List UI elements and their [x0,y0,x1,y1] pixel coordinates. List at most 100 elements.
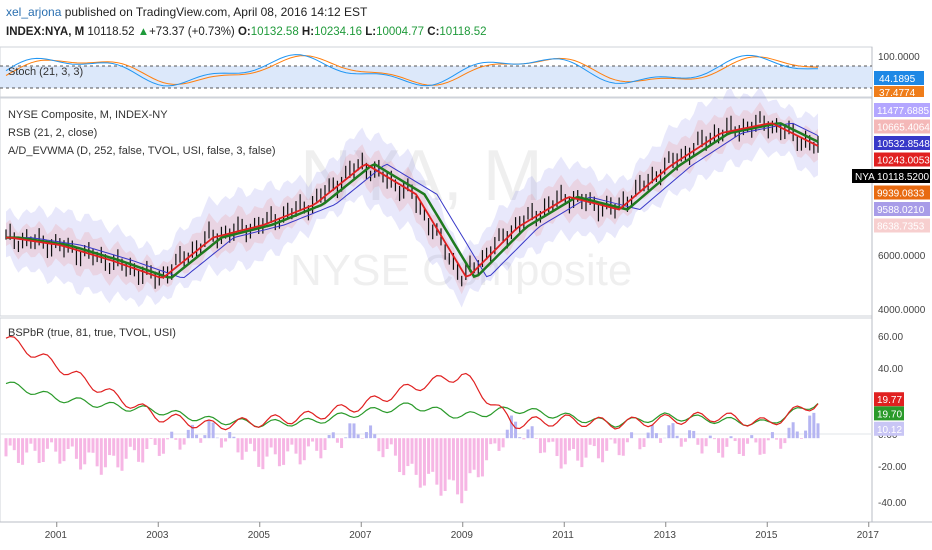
bspbr-hist-bar [700,438,704,454]
price-axis-4000: 4000.0000 [878,305,926,316]
bspbr-badge [874,406,904,421]
bspbr-hist-bar [642,438,646,447]
bspbr-hist-bar [646,432,650,439]
bspbr-pane[interactable] [0,317,873,523]
bspbr-hist-bar [447,438,451,480]
bspbr-hist-bar [335,438,339,443]
price-badge-text: 9939.0833 [877,189,925,200]
bspbr-hist-bar [567,438,571,451]
bspbr-hist-bar [248,438,252,444]
bspbr-hist-bar [99,438,103,475]
high-value: 10234.16 [314,26,363,38]
bspbr-red-line [5,335,819,431]
stoch-badge-d [874,86,924,97]
bspbr-hist-bar [21,438,25,465]
bspbr-hist-bar [675,435,679,439]
bspbr-hist-bar [54,438,58,452]
bspbr-hist-bar [422,438,426,486]
stoch-d-line [5,55,819,86]
bspbr-hist-bar [601,438,605,463]
bspbr-hist-bar [137,438,141,462]
bspbr-hist-bar [385,438,389,450]
bspbr-hist-bar [95,438,99,467]
stoch-label: Stoch (21, 3, 3) [8,66,83,78]
bspbr-hist-bar [157,438,161,456]
price-badge [874,119,930,134]
bspbr-hist-bar [741,438,745,456]
bspbr-hist-bar [538,438,542,454]
bspbr-hist-bar [617,438,621,456]
price-badge [874,152,930,167]
bspbr-hist-bar [460,438,464,504]
bspbr-hist-bar [775,438,779,440]
bspbr-hist-bar [683,438,687,442]
bspbr-hist-bar [770,432,774,439]
price-blue-ma [6,122,819,279]
time-tick-label: 2015 [755,530,778,541]
bspbr-hist-bar [4,438,8,457]
bspbr-hist-bar [311,438,315,442]
bspbr-hist-bar [315,438,319,451]
bspbr-hist-bar [758,438,762,455]
bspbr-hist-bar [398,438,402,473]
bspbr-hist-bar [534,438,538,439]
bspbr-hist-bar [522,438,526,440]
bspbr-hist-bar [298,438,302,465]
bspbr-hist-bar [613,438,617,444]
price-badge-text: 10665.4064 [877,123,930,134]
bspbr-hist-bar [779,438,783,449]
bspbr-hist-bar [808,415,812,439]
bspbr-hist-bar [319,438,323,459]
bspbr-hist-bar [493,438,497,444]
open-label: O: [237,26,251,38]
bspbr-hist-bar [103,438,107,468]
time-axis[interactable] [0,522,932,550]
bspbr-hist-bar [120,438,124,471]
stoch-badge-k [874,71,924,85]
bspbr-badge [874,392,904,407]
price-badge-text: 10118.5200 [877,172,930,183]
high-label: H: [301,26,315,38]
bspbr-hist-bar [402,438,406,476]
bspbr-hist-bar [393,438,397,456]
stoch-band [0,66,872,88]
bspbr-hist-bar [555,438,559,457]
bspbr-hist-bar [509,415,513,439]
bspbr-hist-bar [704,438,708,447]
nya-tag-text: NYA [855,172,875,183]
bspbr-hist-bar [286,438,290,452]
bspbr-hist-bar [746,438,750,444]
bspbr-hist-bar [551,438,555,442]
bspbr-hist-bar [750,435,754,439]
bspbr-hist-bar [547,438,551,443]
bspbr-hist-bar [671,423,675,439]
bspbr-hist-bar [489,438,493,445]
bspbr-hist-bar [418,438,422,488]
bspbr-hist-bar [178,438,182,450]
price-red-ma [6,122,819,279]
bspbr-hist-bar [712,438,716,440]
stoch-badge-k-text: 44.1895 [879,74,916,85]
author-link[interactable]: xel_arjona [6,5,62,19]
bspbr-hist-bar [124,438,128,459]
open-value: 10132.58 [250,26,299,38]
bspbr-hist-bar [182,438,186,445]
bspbr-hist-bar [762,438,766,454]
bspbr-hist-bar [572,438,576,449]
bspbr-hist-bar [306,438,310,447]
bspbr-hist-bar [410,438,414,464]
bspbr-hist-bar [654,433,658,439]
bspbr-hist-bar [327,435,331,439]
bspbr-hist-bar [83,438,87,465]
bspbr-hist-bar [766,438,770,441]
bspbr-hist-bar [70,438,74,447]
price-badge [874,169,930,183]
bspbr-hist-bar [219,438,223,448]
bspbr-hist-bar [688,430,692,439]
bspbr-hist-bar [485,438,489,461]
price-axis-6000: 6000.0000 [878,251,926,262]
bspbr-hist-bar [79,438,83,470]
bspbr-axis-60: 60.00 [878,332,903,343]
price-axis[interactable] [872,47,932,522]
